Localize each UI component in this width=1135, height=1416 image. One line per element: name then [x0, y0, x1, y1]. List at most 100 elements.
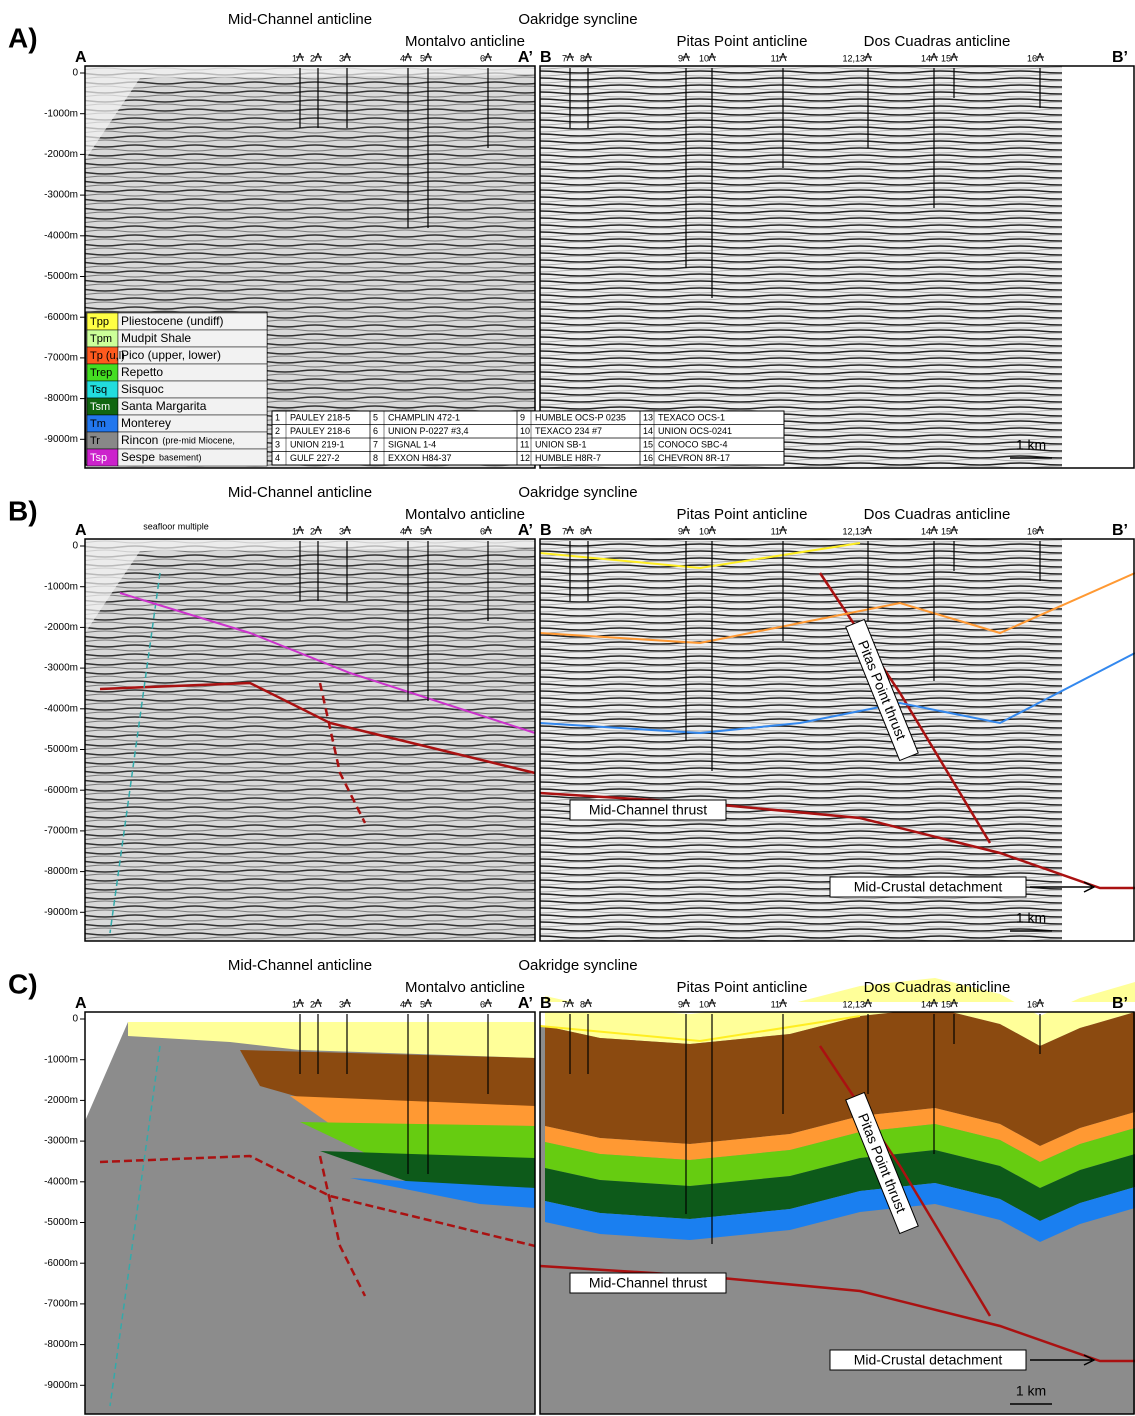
- structure-name: Montalvo anticline: [405, 979, 525, 996]
- well-number: 9: [678, 999, 683, 1009]
- thrust-left: [99, 681, 536, 775]
- label-box: [845, 1091, 919, 1235]
- legend-code: Tsm: [90, 401, 110, 413]
- well-table-name: EXXON H84-37: [388, 453, 452, 463]
- well-number: 5: [420, 53, 425, 63]
- well-number: 12,13: [842, 53, 865, 63]
- well-number: 14: [921, 53, 931, 63]
- well-symbol: [404, 998, 412, 1008]
- legend-name: Repetto: [121, 365, 163, 379]
- well-number: 11: [771, 999, 780, 1009]
- well-number: 3: [339, 526, 344, 536]
- well-table-name: UNION SB-1: [535, 439, 587, 449]
- well-symbol: [424, 525, 432, 535]
- depth-label: -3000m: [44, 1136, 78, 1147]
- well-number: 7: [562, 526, 567, 536]
- legend: Tpp Pliestocene (undiff) Tpm Mudpit Shale Tp…: [85, 311, 268, 467]
- label-box: [569, 799, 727, 821]
- label-box: [569, 1272, 727, 1294]
- well-number: 12,13: [842, 999, 865, 1009]
- well-table-number: 15: [643, 439, 653, 449]
- well-symbol: [779, 525, 787, 535]
- well-symbol: [950, 52, 958, 62]
- well-number: 10: [699, 999, 709, 1009]
- depth-label: -7000m: [44, 353, 78, 364]
- panel: B) Mid-Channel anticline Montalvo anticlin…: [8, 484, 1135, 942]
- structure-name: Mid-Channel anticline: [228, 11, 372, 28]
- structure-name: Pitas Point anticline: [677, 33, 808, 50]
- legend-name: Sisquoc: [121, 382, 164, 396]
- section-end: A: [75, 995, 87, 1012]
- section-end: B: [540, 995, 552, 1012]
- structure-name: Mid-Channel anticline: [228, 484, 372, 501]
- legend-name: Mudpit Shale: [121, 331, 191, 345]
- depth-label: 0: [72, 541, 78, 552]
- well-number: 3: [339, 53, 344, 63]
- well-table-name: CHAMPLIN 472-1: [388, 412, 460, 422]
- scale-label: 1 km: [1016, 910, 1046, 926]
- panel: C) Mid-Channel anticline Montalvo anticlin…: [8, 957, 1135, 1415]
- pitas-point-thrust: [818, 1045, 992, 1317]
- depth-label: -6000m: [44, 312, 78, 323]
- well-symbol: [404, 525, 412, 535]
- well-table-number: 3: [275, 439, 280, 449]
- well-table-number: 10: [520, 426, 530, 436]
- seismic-left: [85, 539, 535, 941]
- well-number: 16: [1027, 999, 1037, 1009]
- well-number: 15: [941, 999, 951, 1009]
- well-number: 2: [310, 999, 315, 1009]
- well-symbol: [950, 525, 958, 535]
- panel-label: A): [8, 22, 38, 53]
- legend-note: basement): [159, 452, 202, 462]
- well-number: 8: [580, 526, 585, 536]
- annotation: Mid-Channel thrust: [589, 1275, 707, 1291]
- well-table: 1 PAULEY 218-5 2 PAULEY 218-6 3 UNION 219-1 4 G…: [271, 410, 785, 466]
- structure-name: Oakridge syncline: [518, 957, 637, 974]
- well-symbol: [424, 998, 432, 1008]
- well-table-number: 16: [643, 453, 653, 463]
- well-table-name: CONOCO SBC-4: [658, 439, 728, 449]
- depth-label: -1000m: [44, 1054, 78, 1065]
- fault-dashed: [318, 682, 367, 824]
- section-frame-right: [539, 65, 1135, 469]
- water-column: [85, 66, 535, 160]
- structure-name: Oakridge syncline: [518, 484, 637, 501]
- depth-label: -1000m: [44, 581, 78, 592]
- well-table-number: 1: [275, 412, 280, 422]
- layer: [545, 1150, 1135, 1221]
- well-symbol: [566, 998, 574, 1008]
- well-symbol: [314, 998, 322, 1008]
- well-table-name: TEXACO OCS-1: [658, 412, 725, 422]
- well-number: 4: [400, 53, 405, 63]
- well-table-name: UNION P-0227 #3,4: [388, 426, 469, 436]
- annotation: seafloor multiple: [143, 521, 209, 531]
- structure-name: Dos Cuadras anticline: [864, 506, 1011, 523]
- seismic-right: [540, 66, 1062, 468]
- section-end: A’: [518, 522, 533, 539]
- well-table-name: HUMBLE OCS-P 0235: [535, 412, 626, 422]
- section-end: B’: [1112, 995, 1128, 1012]
- well-symbol: [779, 998, 787, 1008]
- well-table-number: 4: [275, 453, 280, 463]
- annotation: Mid-Channel thrust: [589, 802, 707, 818]
- layer-tpp: [128, 1022, 535, 1058]
- depth-label: -3000m: [44, 663, 78, 674]
- horizon: [539, 572, 1135, 645]
- well-table-name: UNION OCS-0241: [658, 426, 732, 436]
- section-end: B: [540, 49, 552, 66]
- well-symbol: [708, 998, 716, 1008]
- well-number: 6: [480, 999, 485, 1009]
- layer-tm: [350, 1178, 535, 1208]
- layer-orange: [290, 1096, 535, 1126]
- water-column: [85, 539, 535, 633]
- legend-cell: [117, 448, 268, 467]
- layer: [545, 1124, 1135, 1188]
- label-box: [829, 876, 1027, 898]
- well-number: 3: [339, 999, 344, 1009]
- well-symbol: [708, 52, 716, 62]
- depth-label: -3000m: [44, 190, 78, 201]
- well-symbol: [314, 525, 322, 535]
- seismic-right: [540, 539, 1062, 941]
- depth-label: -2000m: [44, 1095, 78, 1106]
- legend-code: Trep: [90, 367, 112, 379]
